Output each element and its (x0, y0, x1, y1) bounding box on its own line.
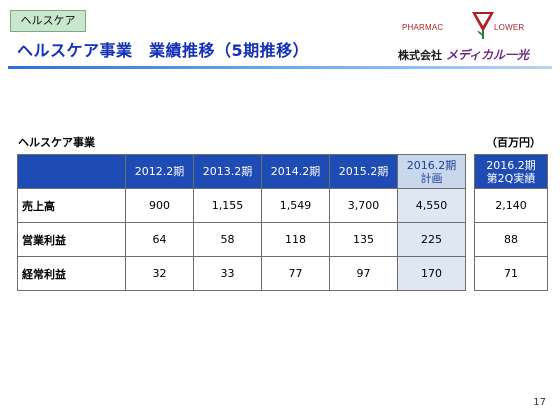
table-header-row: 2012.2期 2013.2期 2014.2期 2015.2期 2016.2期計… (17, 154, 466, 189)
table-corner-cell (17, 154, 126, 189)
logo-text-right: LOWER (494, 23, 525, 32)
column-header-q2: 2016.2期 第2Q実績 (474, 154, 548, 189)
table-row: 71 (474, 256, 548, 291)
company-logo: PHARMAC LOWER 株式会社 メディカル一光 (398, 6, 550, 64)
table-row: 2,140 (474, 188, 548, 223)
unit-label: （百万円） (486, 136, 541, 149)
section-tag: ヘルスケア (10, 10, 86, 32)
table-row: 営業利益 64 58 118 135 225 (17, 222, 466, 257)
table-cell: 88 (474, 222, 548, 257)
table-cell: 118 (261, 222, 330, 257)
flower-logo-icon (472, 12, 494, 39)
column-header: 2012.2期 (125, 154, 194, 189)
page-title: ヘルスケア事業 業績推移（5期推移） (17, 41, 310, 60)
table-cell: 64 (125, 222, 194, 257)
table-cell: 58 (193, 222, 262, 257)
q2-actual-table: 2016.2期 第2Q実績 2,140 88 71 (474, 154, 548, 291)
table-cell: 71 (474, 256, 548, 291)
table-cell: 1,549 (261, 188, 330, 223)
row-label: 経常利益 (17, 256, 126, 291)
company-brand: メディカル一光 (445, 48, 530, 62)
column-header: 2013.2期 (193, 154, 262, 189)
section-label: ヘルスケア事業 (18, 136, 95, 149)
table-header-row: 2016.2期 第2Q実績 (474, 154, 548, 189)
table-cell: 135 (329, 222, 398, 257)
company-name: 株式会社 メディカル一光 (398, 46, 529, 63)
table-cell: 1,155 (193, 188, 262, 223)
table-cell: 4,550 (397, 188, 466, 223)
logo-text-left: PHARMAC (402, 23, 444, 32)
table-row: 売上高 900 1,155 1,549 3,700 4,550 (17, 188, 466, 223)
table-cell: 97 (329, 256, 398, 291)
table-cell: 77 (261, 256, 330, 291)
table-row: 88 (474, 222, 548, 257)
column-header: 2015.2期 (329, 154, 398, 189)
performance-table: 2012.2期 2013.2期 2014.2期 2015.2期 2016.2期計… (17, 154, 466, 291)
table-cell: 33 (193, 256, 262, 291)
table-cell: 2,140 (474, 188, 548, 223)
title-underline (8, 66, 552, 69)
table-cell: 225 (397, 222, 466, 257)
table-cell: 170 (397, 256, 466, 291)
column-header-plan: 2016.2期 計画 (397, 154, 466, 189)
table-cell: 900 (125, 188, 194, 223)
row-label: 売上高 (17, 188, 126, 223)
company-prefix: 株式会社 (398, 49, 442, 62)
table-cell: 3,700 (329, 188, 398, 223)
page-number: 17 (533, 397, 546, 408)
table-cell: 32 (125, 256, 194, 291)
table-row: 経常利益 32 33 77 97 170 (17, 256, 466, 291)
column-header: 2014.2期 (261, 154, 330, 189)
row-label: 営業利益 (17, 222, 126, 257)
